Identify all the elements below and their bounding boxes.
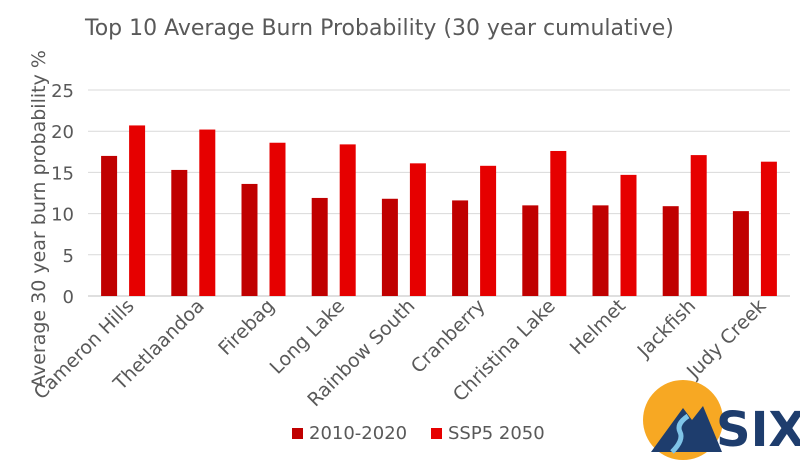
bar [592, 205, 609, 296]
bar [339, 144, 356, 296]
bar [241, 183, 258, 296]
gridlines [88, 89, 790, 297]
six-logo: SIX [643, 380, 800, 460]
bar [269, 142, 286, 296]
bar [690, 155, 707, 296]
legend-swatch [431, 428, 442, 439]
legend-label: 2010-2020 [309, 423, 407, 444]
bar [409, 163, 426, 296]
bar [129, 125, 146, 296]
bar [522, 205, 539, 296]
x-tick-label: Helmet [566, 295, 630, 359]
logo-river-icon [670, 413, 690, 454]
y-tick-label: 20 [51, 122, 74, 143]
bar [732, 211, 749, 296]
logo-text: SIX [716, 402, 800, 458]
bar [662, 206, 679, 296]
bar [452, 200, 469, 296]
y-tick-label: 15 [51, 163, 74, 184]
y-tick-label: 10 [51, 205, 74, 226]
y-tick-label: 25 [51, 81, 74, 102]
bar [550, 150, 567, 296]
bar [171, 169, 188, 296]
bars [101, 125, 777, 296]
logo-mountain-icon [651, 406, 722, 452]
bar [620, 174, 637, 296]
bar [199, 129, 216, 296]
y-axis-label: Average 30 year burn probability % [28, 50, 50, 388]
chart-title: Top 10 Average Burn Probability (30 year… [84, 16, 674, 41]
x-tick-label: Jackfish [633, 295, 701, 363]
legend-label: SSP5 2050 [448, 423, 545, 444]
bar [311, 197, 328, 296]
y-tick-label: 5 [63, 246, 74, 267]
legend-swatch [292, 428, 303, 439]
x-tick-label: Firebag [214, 295, 279, 360]
bar [480, 165, 497, 296]
legend: 2010-2020 SSP5 2050 [292, 423, 545, 444]
y-tick-label: 0 [63, 287, 74, 308]
bar [760, 161, 777, 296]
bar [381, 198, 398, 296]
y-axis-ticks: 0 5 10 15 20 25 [51, 81, 74, 308]
bar [101, 155, 118, 296]
